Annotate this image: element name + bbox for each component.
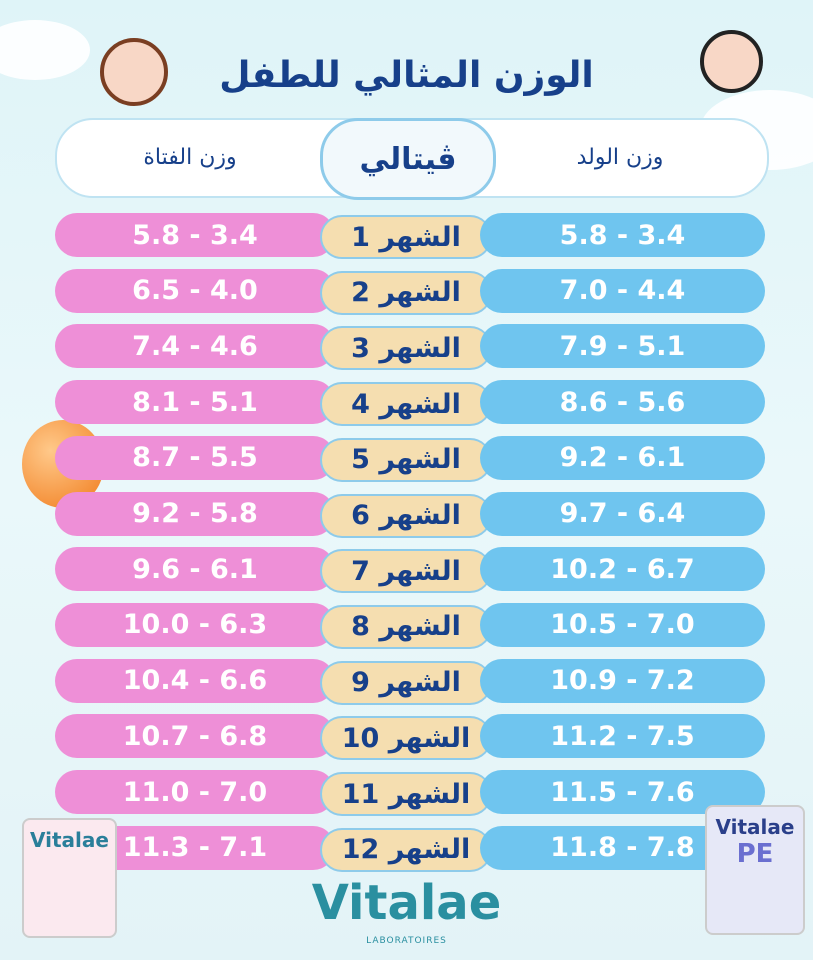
- title: الوزن المثالي للطفل: [219, 55, 594, 96]
- month-cell: الشهر 6: [320, 493, 492, 538]
- month-cell: الشهر 2: [320, 270, 492, 315]
- month-cell: الشهر 10: [320, 716, 492, 761]
- can-brand: Vitalae: [715, 815, 795, 839]
- boy-cell: 11.2 - 7.5: [480, 714, 765, 759]
- boy-cell: 11.5 - 7.6: [480, 770, 765, 814]
- girl-cell: 8.1 - 5.1: [55, 380, 335, 425]
- boy-cell: 8.6 - 5.6: [480, 380, 765, 425]
- girl-cell: 9.6 - 6.1: [55, 547, 335, 592]
- header-brand: ڤيتالي: [320, 118, 496, 200]
- boy-cell: 5.8 - 3.4: [480, 213, 765, 257]
- girl-cell: 10.7 - 6.8: [55, 714, 335, 759]
- logo-sub: LABORATOIRES: [366, 936, 447, 946]
- boy-cell: 10.5 - 7.0: [480, 602, 765, 647]
- header-girl: وزن الفتاة: [143, 145, 237, 170]
- baby-boy: [700, 30, 763, 93]
- girl-cell: 7.4 - 4.6: [55, 324, 335, 369]
- boy-cell: 9.2 - 6.1: [480, 435, 765, 480]
- can-brand: Vitalae: [30, 828, 109, 852]
- boy-cell: 10.2 - 6.7: [480, 547, 765, 592]
- month-cell: الشهر 12: [320, 827, 492, 872]
- month-cell: الشهر 9: [320, 660, 492, 705]
- month-cell: الشهر 7: [320, 549, 492, 594]
- girl-cell: 6.5 - 4.0: [55, 268, 335, 313]
- month-cell: الشهر 8: [320, 604, 492, 649]
- girl-cell: 8.7 - 5.5: [55, 435, 335, 480]
- girl-cell: 11.0 - 7.0: [55, 770, 335, 814]
- girl-cell: 5.8 - 3.4: [55, 213, 335, 257]
- boy-cell: 7.0 - 4.4: [480, 268, 765, 313]
- girl-cell: 10.0 - 6.3: [55, 602, 335, 647]
- month-cell: الشهر 11: [320, 772, 492, 816]
- can-right: Vitalae PE: [705, 805, 805, 935]
- cloud: [0, 20, 90, 80]
- boy-cell: 7.9 - 5.1: [480, 324, 765, 369]
- logo: Vitalae: [311, 875, 502, 931]
- girl-cell: 9.2 - 5.8: [55, 491, 335, 536]
- month-cell: الشهر 4: [320, 382, 492, 427]
- can-line: PE: [736, 839, 774, 869]
- baby-girl: [100, 38, 168, 106]
- month-cell: الشهر 1: [320, 215, 492, 259]
- header-boy: وزن الولد: [576, 145, 664, 170]
- boy-cell: 9.7 - 6.4: [480, 491, 765, 536]
- girl-cell: 10.4 - 6.6: [55, 658, 335, 703]
- month-cell: الشهر 5: [320, 437, 492, 482]
- month-cell: الشهر 3: [320, 326, 492, 371]
- boy-cell: 10.9 - 7.2: [480, 658, 765, 703]
- can-left: Vitalae: [22, 818, 117, 938]
